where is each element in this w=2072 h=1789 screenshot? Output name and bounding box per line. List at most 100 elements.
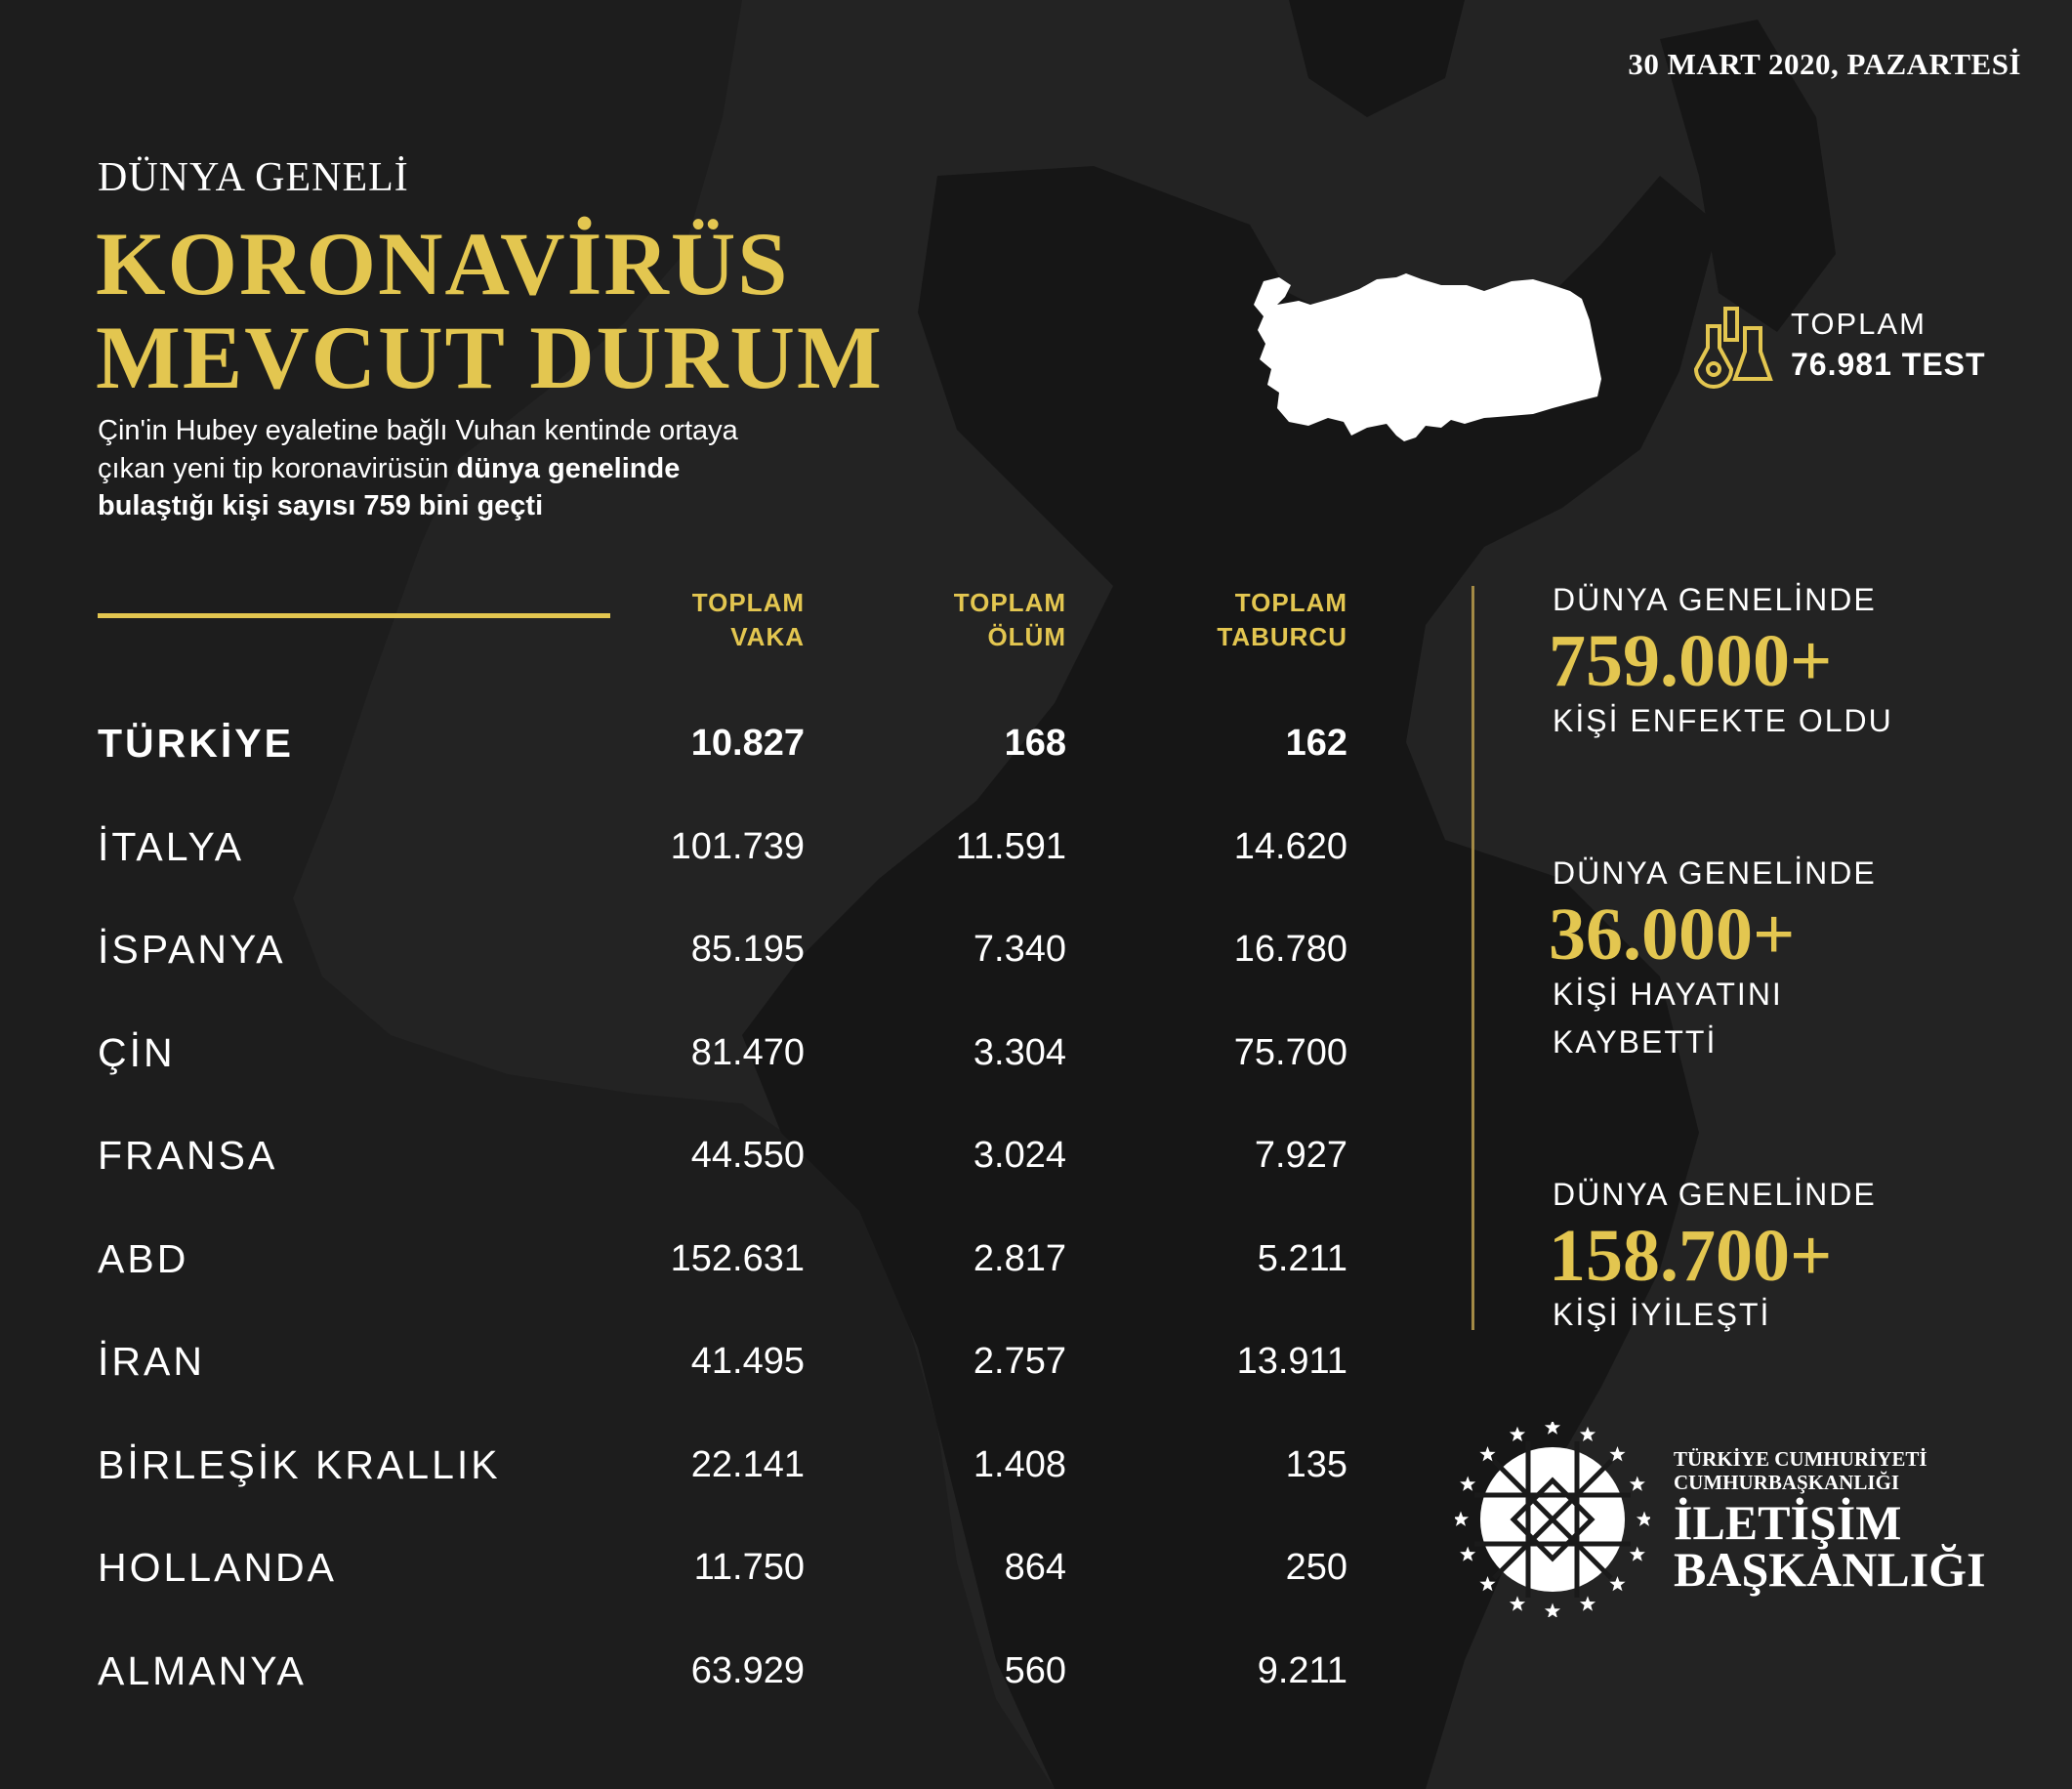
recovered-value: 162 [1285, 723, 1347, 764]
country-name: ALMANYA [98, 1647, 307, 1693]
star-icon [1509, 1596, 1526, 1611]
desc-line-2: çıkan yeni tip koronavirüsün [98, 452, 457, 484]
recovered-value: 7.927 [1254, 1135, 1347, 1176]
stat-recovered-value: 158.700+ [1549, 1215, 1833, 1297]
cases-value: 101.739 [670, 825, 805, 867]
recovered-value: 16.780 [1233, 929, 1347, 970]
desc-line-2-bold: dünya genelinde [456, 452, 681, 484]
deaths-value: 560 [1004, 1649, 1066, 1691]
cases-value: 41.495 [690, 1341, 805, 1382]
country-name: İSPANYA [98, 927, 286, 972]
recovered-value: 135 [1285, 1443, 1347, 1485]
cases-value: 10.827 [690, 723, 805, 764]
logo-line-3: İLETİŞİM [1674, 1495, 1902, 1550]
star-icon [1579, 1426, 1596, 1441]
stat-deaths-label: DÜNYA GENELİNDE [1553, 855, 1877, 891]
cases-value: 85.195 [690, 929, 805, 970]
stat-infected-value: 759.000+ [1549, 620, 1833, 702]
cases-value: 22.141 [690, 1443, 805, 1485]
header-recovered: TOPLAM TABURCU [1152, 586, 1347, 654]
table-row: ABD 152.631 2.817 5.211 [0, 1236, 1367, 1295]
stat-deaths-caption-2: KAYBETTİ [1553, 1024, 1718, 1060]
pretitle: DÜNYA GENELİ [98, 155, 409, 200]
description: Çin'in Hubey eyaletine bağlı Vuhan kenti… [98, 412, 859, 525]
cases-value: 63.929 [690, 1649, 805, 1691]
star-icon [1479, 1576, 1496, 1592]
table-row: HOLLANDA 11.750 864 250 [0, 1545, 1367, 1603]
star-icon [1544, 1602, 1561, 1617]
vertical-divider [1471, 586, 1474, 1330]
recovered-value: 14.620 [1233, 825, 1347, 867]
header-deaths: TOPLAM ÖLÜM [871, 586, 1066, 654]
star-icon [1609, 1446, 1626, 1462]
star-icon [1455, 1511, 1470, 1526]
cases-value: 152.631 [670, 1237, 805, 1279]
header-deaths-line1: TOPLAM [953, 588, 1066, 617]
tests-label: TOPLAM [1791, 307, 1927, 341]
country-name: HOLLANDA [98, 1545, 338, 1590]
deaths-value: 3.024 [973, 1135, 1066, 1176]
country-name: İRAN [98, 1339, 205, 1384]
stat-infected-caption: KİŞİ ENFEKTE OLDU [1553, 703, 1893, 738]
header-cases: TOPLAM VAKA [609, 586, 805, 654]
star-icon [1629, 1476, 1645, 1491]
table-row: ALMANYA 63.929 560 9.211 [0, 1648, 1367, 1707]
deaths-value: 168 [1004, 723, 1066, 764]
turkey-map-icon [1254, 273, 1601, 441]
country-name: TÜRKİYE [98, 721, 294, 766]
star-icon [1629, 1546, 1645, 1561]
cases-value: 81.470 [690, 1031, 805, 1073]
divider-rule [98, 613, 610, 618]
deaths-value: 864 [1004, 1547, 1066, 1588]
date-label: 30 MART 2020, PAZARTESİ [1628, 47, 2021, 81]
logo-line-1: TÜRKİYE CUMHURİYETİ [1674, 1447, 1927, 1471]
star-icon [1509, 1426, 1526, 1441]
cases-value: 44.550 [690, 1135, 805, 1176]
stat-recovered-caption: KİŞİ İYİLEŞTİ [1553, 1297, 1771, 1332]
tests-value: 76.981 TEST [1791, 347, 1986, 382]
header-cases-line1: TOPLAM [691, 588, 805, 617]
star-icon [1479, 1446, 1496, 1462]
stat-deaths-value: 36.000+ [1549, 894, 1796, 976]
recovered-value: 75.700 [1233, 1031, 1347, 1073]
country-name: ÇİN [98, 1029, 176, 1075]
deaths-value: 2.757 [973, 1341, 1066, 1382]
table-row: TÜRKİYE 10.827 168 162 [0, 721, 1367, 779]
deaths-value: 2.817 [973, 1237, 1066, 1279]
flask-icon [1693, 307, 1773, 389]
desc-line-3-bold: bulaştığı kişi sayısı 759 bini geçti [98, 490, 544, 521]
stat-infected-label: DÜNYA GENELİNDE [1553, 582, 1877, 617]
recovered-value: 13.911 [1236, 1341, 1347, 1382]
table-row: İRAN 41.495 2.757 13.911 [0, 1339, 1367, 1397]
page-title: KORONAVİRÜS MEVCUT DURUM [96, 217, 884, 404]
star-icon [1544, 1422, 1561, 1435]
star-icon [1609, 1576, 1626, 1592]
table-row: ÇİN 81.470 3.304 75.700 [0, 1030, 1367, 1089]
recovered-value: 5.211 [1257, 1237, 1347, 1279]
recovered-value: 250 [1285, 1547, 1347, 1588]
recovered-value: 9.211 [1257, 1649, 1347, 1691]
table-row: FRANSA 44.550 3.024 7.927 [0, 1133, 1367, 1191]
logo-line-4: BAŞKANLIĞI [1674, 1542, 1986, 1597]
cases-value: 11.750 [693, 1547, 805, 1588]
deaths-value: 3.304 [973, 1031, 1066, 1073]
table-row: İTALYA 101.739 11.591 14.620 [0, 824, 1367, 883]
desc-line-1: Çin'in Hubey eyaletine bağlı Vuhan kenti… [98, 415, 738, 446]
header-recovered-line1: TOPLAM [1234, 588, 1347, 617]
star-icon [1636, 1511, 1650, 1526]
iletisim-logo-emblem [1455, 1422, 1650, 1617]
star-icon [1460, 1476, 1476, 1491]
stat-deaths-caption-1: KİŞİ HAYATINI [1553, 977, 1783, 1012]
header-cases-line2: VAKA [730, 622, 805, 651]
deaths-value: 11.591 [955, 825, 1066, 867]
deaths-value: 7.340 [973, 929, 1066, 970]
country-name: ABD [98, 1235, 189, 1281]
country-name: FRANSA [98, 1133, 278, 1178]
country-name: İTALYA [98, 823, 245, 869]
header-recovered-line2: TABURCU [1217, 622, 1347, 651]
logo-line-2: CUMHURBAŞKANLIĞI [1674, 1471, 1900, 1494]
title-line-1: KORONAVİRÜS [96, 214, 790, 313]
table-row: İSPANYA 85.195 7.340 16.780 [0, 927, 1367, 985]
star-icon [1460, 1546, 1476, 1561]
